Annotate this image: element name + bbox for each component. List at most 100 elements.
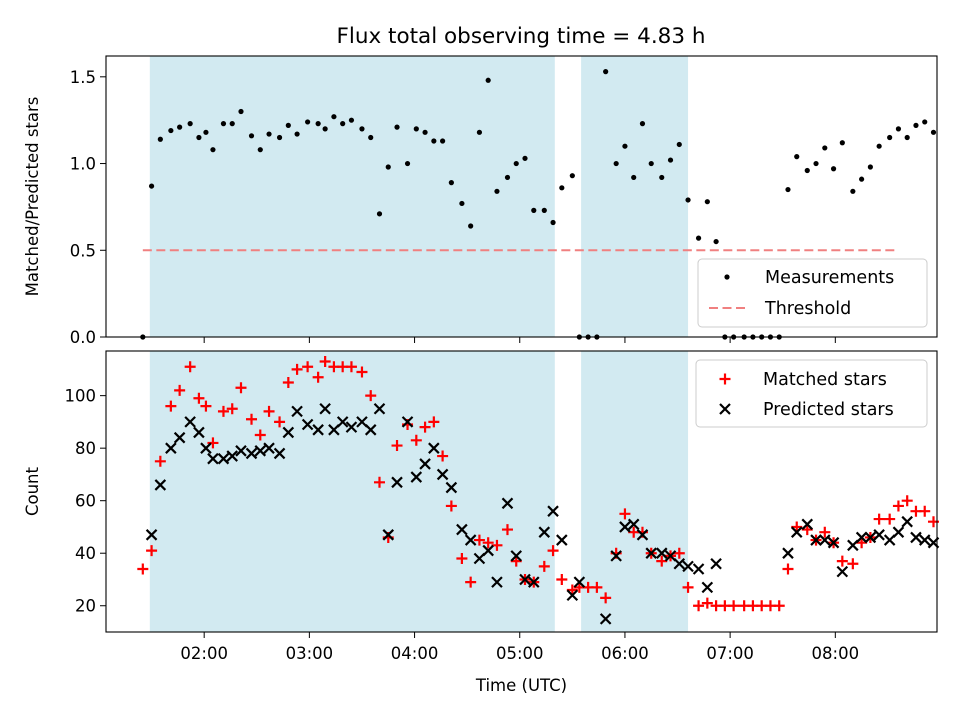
measurement-point xyxy=(695,235,702,241)
predicted-star-marker xyxy=(701,581,714,594)
matched-star-marker xyxy=(312,371,324,383)
predicted-star-marker xyxy=(790,526,803,538)
matched-star-marker xyxy=(566,584,578,596)
predicted-star-marker xyxy=(301,418,314,431)
matched-star-marker xyxy=(693,600,705,612)
legend-label: Predicted stars xyxy=(763,400,894,420)
measurement-point xyxy=(459,200,465,207)
predicted-star-marker xyxy=(673,557,686,570)
measurement-point xyxy=(476,129,483,135)
predicted-star-marker xyxy=(312,424,324,436)
predicted-star-marker xyxy=(710,557,722,570)
matched-star-marker xyxy=(184,361,196,373)
predicted-star-marker xyxy=(801,518,814,531)
measurement-point xyxy=(804,167,810,174)
predicted-star-marker xyxy=(263,442,275,454)
matched-star-marker xyxy=(428,416,440,428)
measurement-point xyxy=(685,197,691,203)
predicted-star-marker xyxy=(401,416,414,428)
measurement-point xyxy=(422,129,428,135)
matched-star-marker xyxy=(901,495,913,507)
matched-star-marker xyxy=(226,403,238,415)
measurement-point xyxy=(340,121,346,127)
matched-star-marker xyxy=(291,363,303,375)
measurement-point xyxy=(394,124,400,130)
measurement-point xyxy=(859,176,865,182)
measurement-point xyxy=(210,147,216,153)
measurement-point xyxy=(229,121,235,127)
y-tick-label: 1.5 xyxy=(70,68,96,87)
matched-star-marker xyxy=(600,592,612,604)
matched-star-marker xyxy=(146,545,158,557)
x-tick-label: 03:00 xyxy=(286,644,334,663)
predicted-star-marker xyxy=(627,518,640,531)
matched-star-marker xyxy=(919,505,931,517)
matched-star-marker xyxy=(473,534,485,546)
predicted-star-marker xyxy=(918,534,931,546)
predicted-star-marker xyxy=(547,505,559,517)
legend-predicted-marker xyxy=(719,403,731,415)
measurement-point xyxy=(822,145,828,151)
legend-matched-marker xyxy=(719,373,731,385)
predicted-star-marker xyxy=(636,529,649,541)
predicted-star-marker xyxy=(145,529,158,541)
measurement-point xyxy=(238,108,244,115)
measurement-point xyxy=(659,174,665,181)
matched-star-marker xyxy=(701,597,713,609)
measurement-point xyxy=(348,117,355,123)
predicted-star-marker xyxy=(610,550,622,562)
series-predicted-stars xyxy=(145,402,940,625)
measurement-point xyxy=(704,199,710,205)
matched-star-marker xyxy=(682,581,694,593)
matched-star-marker xyxy=(501,524,513,536)
matched-star-marker xyxy=(165,400,177,412)
matched-star-marker xyxy=(217,405,229,417)
predicted-star-marker xyxy=(655,547,668,559)
measurement-point xyxy=(613,160,619,167)
predicted-star-marker xyxy=(291,405,303,418)
matched-star-marker xyxy=(510,555,522,567)
predicted-star-marker xyxy=(827,536,840,549)
predicted-star-marker xyxy=(873,529,885,541)
legend-label: Measurements xyxy=(765,268,894,288)
measurement-point xyxy=(648,160,654,167)
measurement-point xyxy=(276,134,283,141)
measurement-point xyxy=(431,138,437,144)
predicted-star-marker xyxy=(819,534,831,546)
x-tick-label: 04:00 xyxy=(391,644,439,663)
matched-star-marker xyxy=(556,573,568,585)
measurement-point xyxy=(404,160,411,167)
measurement-point xyxy=(322,126,328,132)
predicted-star-marker xyxy=(482,544,494,557)
matched-star-marker xyxy=(656,555,668,567)
matched-star-marker xyxy=(884,513,896,525)
legend: Matched stars Predicted stars xyxy=(695,359,928,428)
predicted-star-marker xyxy=(445,481,458,494)
measurement-point xyxy=(440,138,446,144)
measurement-point xyxy=(531,207,537,213)
measurement-point xyxy=(448,180,454,186)
legend: Measurements Threshold xyxy=(697,258,928,328)
matched-star-marker xyxy=(365,390,377,402)
predicted-star-marker xyxy=(373,402,386,415)
measurement-point xyxy=(485,77,491,83)
axes-frame xyxy=(105,350,938,633)
measurement-point xyxy=(830,166,837,172)
matched-star-marker xyxy=(482,537,494,549)
matched-star-marker xyxy=(673,547,685,559)
predicted-star-marker xyxy=(282,426,295,439)
series-matched-stars xyxy=(137,356,939,612)
matched-star-marker xyxy=(801,524,813,536)
matched-star-marker xyxy=(263,405,275,417)
predicted-star-marker xyxy=(782,547,794,559)
predicted-star-marker xyxy=(510,550,523,562)
measurement-point xyxy=(922,119,928,125)
predicted-star-marker xyxy=(419,458,431,470)
predicted-star-marker xyxy=(836,565,849,578)
measurement-point xyxy=(294,131,300,137)
matched-star-marker xyxy=(465,576,477,588)
measurement-point xyxy=(713,238,719,245)
measurement-point xyxy=(559,185,565,191)
predicted-star-marker xyxy=(207,452,219,465)
